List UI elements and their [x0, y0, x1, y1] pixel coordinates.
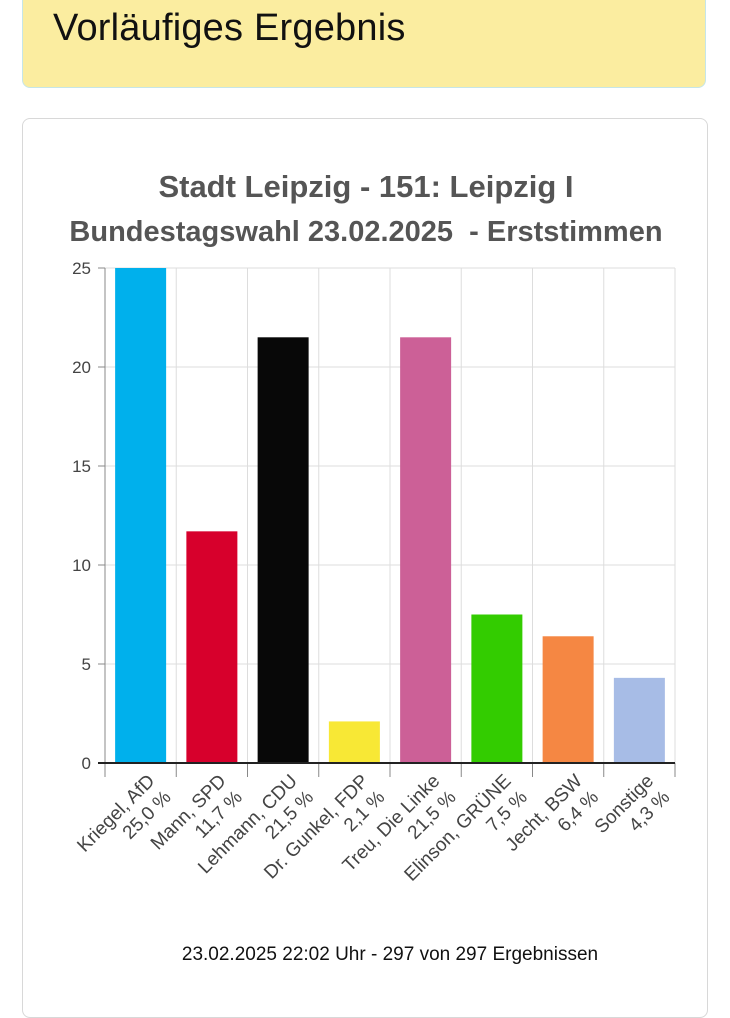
bar-4[interactable] — [400, 337, 452, 763]
banner-title: Vorläufiges Ergebnis — [53, 7, 406, 49]
bar-3[interactable] — [328, 721, 380, 763]
bar-1[interactable] — [186, 531, 238, 763]
bar-0[interactable] — [115, 268, 167, 763]
bars — [115, 268, 665, 763]
y-tick-label: 0 — [82, 754, 91, 773]
y-tick-label: 10 — [72, 556, 91, 575]
axes: 0 5 10 15 20 25 — [72, 259, 676, 777]
chart-title: Stadt Leipzig - 151: Leipzig I — [158, 169, 573, 204]
y-tick-label: 5 — [82, 655, 91, 674]
result-banner: Vorläufiges Ergebnis — [22, 0, 706, 88]
chart-card: Stadt Leipzig - 151: Leipzig I Bundestag… — [22, 118, 708, 1018]
bar-6[interactable] — [542, 636, 594, 763]
bar-2[interactable] — [257, 337, 309, 763]
bar-5[interactable] — [471, 614, 523, 764]
bar-7[interactable] — [613, 677, 665, 763]
y-tick-label: 25 — [72, 259, 91, 278]
grid — [104, 267, 676, 764]
y-tick-label: 15 — [72, 457, 91, 476]
y-tick-label: 20 — [72, 358, 91, 377]
chart-subtitle: Bundestagswahl 23.02.2025 - Erststimmen — [69, 216, 662, 248]
bar-chart: Stadt Leipzig - 151: Leipzig I Bundestag… — [69, 169, 676, 965]
result-footer: 23.02.2025 22:02 Uhr - 297 von 297 Ergeb… — [182, 944, 598, 965]
